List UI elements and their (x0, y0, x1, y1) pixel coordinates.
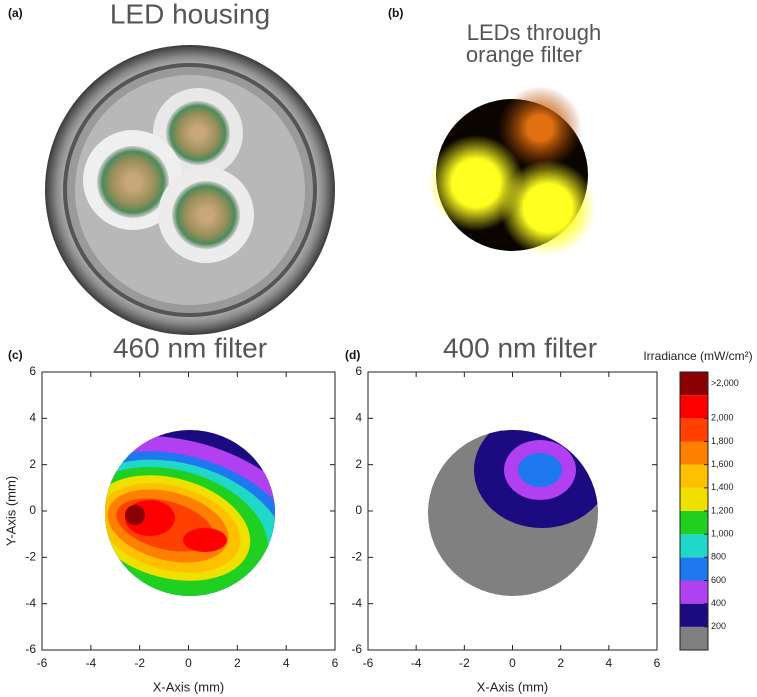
colorbar-tick-label: 1,200 (711, 505, 734, 515)
panel-label: (a) (8, 6, 23, 20)
y-tick-label: 4 (355, 411, 362, 425)
colorbar-band (680, 626, 708, 650)
panel-title: LED housing (110, 0, 270, 29)
colorbar-band (680, 464, 708, 488)
x-tick-label: -6 (37, 656, 48, 670)
colorbar-tick-label: 400 (711, 598, 726, 608)
colorbar-band (680, 603, 708, 627)
x-tick-label: 6 (654, 656, 661, 670)
x-tick-label: 2 (234, 656, 241, 670)
chart-title: 400 nm filter (443, 332, 597, 363)
y-tick-label: 0 (29, 503, 36, 517)
x-tick-label: -4 (411, 656, 422, 670)
colorbar-band (680, 557, 708, 581)
x-tick-label: 2 (557, 656, 564, 670)
colorbar-band (680, 511, 708, 535)
x-tick-label: -2 (459, 656, 470, 670)
colorbar-band (680, 372, 708, 396)
colorbar-tick-label: 200 (711, 621, 726, 631)
y-tick-label: -4 (351, 596, 362, 610)
y-axis-label: Y-Axis (mm) (3, 476, 18, 546)
colorbar-band (680, 487, 708, 511)
colorbar-tick-label: 600 (711, 575, 726, 585)
y-tick-label: -2 (351, 550, 362, 564)
colorbar-band (680, 441, 708, 465)
colorbar-tick-label: 2,000 (711, 413, 734, 423)
panel-label: (c) (8, 348, 23, 362)
colorbar-tick-label: 1,600 (711, 459, 734, 469)
panel-title: orange filter (466, 42, 582, 67)
x-tick-label: 6 (332, 656, 339, 670)
x-tick-label: 0 (509, 656, 516, 670)
x-tick-label: 4 (605, 656, 612, 670)
x-tick-label: 4 (283, 656, 290, 670)
led-housing-photo (45, 45, 335, 335)
y-tick-label: 6 (355, 364, 362, 378)
colorbar-tick-label: 1,000 (711, 529, 734, 539)
x-tick-label: -2 (134, 656, 145, 670)
panel-title: LEDs through (467, 20, 602, 45)
colorbar-tick-label: 1,800 (711, 436, 734, 446)
panel-label: (b) (388, 6, 403, 20)
x-axis-label: X-Axis (mm) (477, 679, 549, 694)
y-tick-label: -6 (25, 642, 36, 656)
filter-photo (428, 86, 596, 256)
y-tick-label: -6 (351, 642, 362, 656)
colorbar-band (680, 534, 708, 558)
y-tick-label: -2 (25, 550, 36, 564)
y-tick-label: 2 (355, 457, 362, 471)
y-tick-label: 4 (29, 411, 36, 425)
chart-title: 460 nm filter (113, 332, 267, 363)
panel-label: (d) (345, 348, 360, 362)
colorbar-band (680, 580, 708, 604)
x-axis-label: X-Axis (mm) (153, 679, 225, 694)
y-tick-label: -4 (25, 596, 36, 610)
colorbar-title: Irradiance (mW/cm²) (643, 349, 752, 363)
y-tick-label: 0 (355, 503, 362, 517)
x-tick-label: -6 (363, 656, 374, 670)
heatmap-400 (428, 430, 598, 596)
colorbar-top-label: >2,000 (711, 378, 739, 388)
y-tick-label: 2 (29, 457, 36, 471)
colorbar-tick-label: 800 (711, 552, 726, 562)
heatmap-460 (105, 430, 275, 596)
colorbar-band (680, 395, 708, 419)
colorbar-band (680, 418, 708, 442)
x-tick-label: -4 (85, 656, 96, 670)
y-tick-label: 6 (29, 364, 36, 378)
colorbar-tick-label: 1,400 (711, 482, 734, 492)
x-tick-label: 0 (185, 656, 192, 670)
